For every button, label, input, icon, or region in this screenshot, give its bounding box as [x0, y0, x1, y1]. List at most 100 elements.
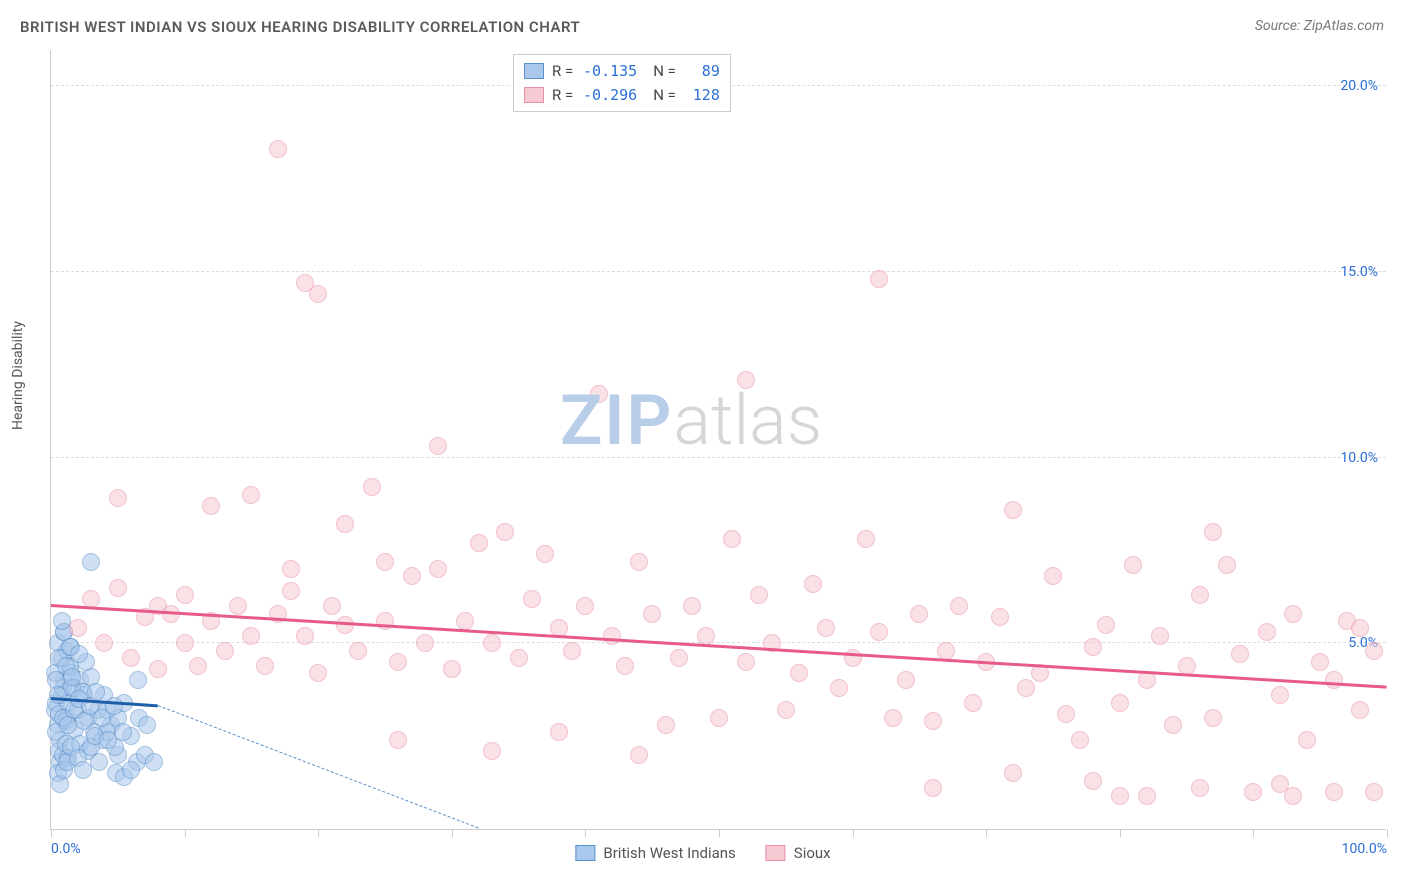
x-tick	[585, 829, 586, 837]
scatter-point	[710, 709, 728, 727]
scatter-point	[309, 285, 327, 303]
scatter-point	[95, 634, 113, 652]
stats-r-value: -0.135	[581, 59, 637, 83]
scatter-point	[950, 597, 968, 615]
scatter-point	[790, 664, 808, 682]
stats-n-label: N =	[653, 59, 676, 83]
scatter-point	[1164, 716, 1182, 734]
scatter-point	[870, 270, 888, 288]
scatter-point	[1204, 523, 1222, 541]
scatter-point	[122, 761, 140, 779]
scatter-point	[63, 668, 81, 686]
scatter-point	[937, 642, 955, 660]
scatter-point	[510, 649, 528, 667]
x-tick	[318, 829, 319, 837]
scatter-point	[1178, 657, 1196, 675]
scatter-point	[443, 660, 461, 678]
scatter-point	[1365, 783, 1383, 801]
scatter-point	[536, 545, 554, 563]
y-tick-label: 20.0%	[1340, 78, 1378, 94]
scatter-point	[90, 753, 108, 771]
scatter-point	[282, 582, 300, 600]
scatter-point	[470, 534, 488, 552]
scatter-point	[630, 553, 648, 571]
stats-legend-box: R =-0.135N =89R =-0.296N =128	[513, 54, 731, 112]
scatter-point	[737, 653, 755, 671]
scatter-point	[603, 627, 621, 645]
scatter-point	[630, 746, 648, 764]
gridline	[51, 271, 1386, 272]
scatter-point	[817, 619, 835, 637]
scatter-point	[70, 645, 88, 663]
scatter-point	[924, 779, 942, 797]
scatter-point	[296, 627, 314, 645]
bottom-legend: British West Indians Sioux	[575, 844, 830, 862]
legend-label: Sioux	[794, 844, 831, 862]
scatter-point	[242, 627, 260, 645]
x-tick	[1120, 829, 1121, 837]
scatter-point	[1365, 642, 1383, 660]
scatter-point	[804, 575, 822, 593]
scatter-point	[269, 140, 287, 158]
scatter-point	[429, 560, 447, 578]
x-tick-label: 0.0%	[51, 841, 81, 857]
scatter-point	[1351, 619, 1369, 637]
scatter-point	[389, 731, 407, 749]
scatter-point	[145, 753, 163, 771]
scatter-point	[723, 530, 741, 548]
stats-n-value: 128	[684, 83, 720, 107]
scatter-point	[129, 671, 147, 689]
x-tick	[1387, 829, 1388, 837]
stats-n-label: N =	[653, 83, 676, 107]
scatter-point	[1271, 775, 1289, 793]
scatter-point	[576, 597, 594, 615]
scatter-point	[616, 657, 634, 675]
scatter-point	[403, 567, 421, 585]
scatter-point	[1298, 731, 1316, 749]
scatter-point	[563, 642, 581, 660]
scatter-point	[697, 627, 715, 645]
scatter-point	[1124, 556, 1142, 574]
scatter-point	[1191, 779, 1209, 797]
scatter-point	[910, 605, 928, 623]
scatter-point	[643, 605, 661, 623]
scatter-point	[109, 579, 127, 597]
scatter-point	[256, 657, 274, 675]
scatter-point	[349, 642, 367, 660]
scatter-point	[1097, 616, 1115, 634]
scatter-point	[429, 437, 447, 455]
legend-swatch	[524, 63, 544, 79]
scatter-point	[363, 478, 381, 496]
gridline	[51, 457, 1386, 458]
stats-r-label: R =	[552, 59, 573, 83]
scatter-point	[1057, 705, 1075, 723]
scatter-point	[1218, 556, 1236, 574]
y-axis-label: Hearing Disability	[10, 321, 26, 430]
stats-r-value: -0.296	[581, 83, 637, 107]
scatter-point	[1204, 709, 1222, 727]
stats-row: R =-0.296N =128	[524, 83, 720, 107]
x-tick	[185, 829, 186, 837]
scatter-point	[1004, 501, 1022, 519]
scatter-point	[189, 657, 207, 675]
x-tick	[853, 829, 854, 837]
scatter-point	[1044, 567, 1062, 585]
scatter-point	[1111, 787, 1129, 805]
scatter-plot-area: 5.0%10.0%15.0%20.0%0.0%100.0%	[50, 50, 1386, 830]
source-attribution: Source: ZipAtlas.com	[1255, 18, 1384, 34]
legend-label: British West Indians	[603, 844, 735, 862]
legend-swatch	[575, 845, 595, 861]
scatter-point	[242, 486, 260, 504]
scatter-point	[830, 679, 848, 697]
scatter-point	[777, 701, 795, 719]
scatter-point	[1325, 783, 1343, 801]
scatter-point	[456, 612, 474, 630]
scatter-point	[964, 694, 982, 712]
scatter-point	[82, 553, 100, 571]
scatter-point	[1244, 783, 1262, 801]
x-tick	[51, 829, 52, 837]
scatter-point	[483, 634, 501, 652]
scatter-point	[991, 608, 1009, 626]
scatter-point	[149, 660, 167, 678]
scatter-point	[750, 586, 768, 604]
